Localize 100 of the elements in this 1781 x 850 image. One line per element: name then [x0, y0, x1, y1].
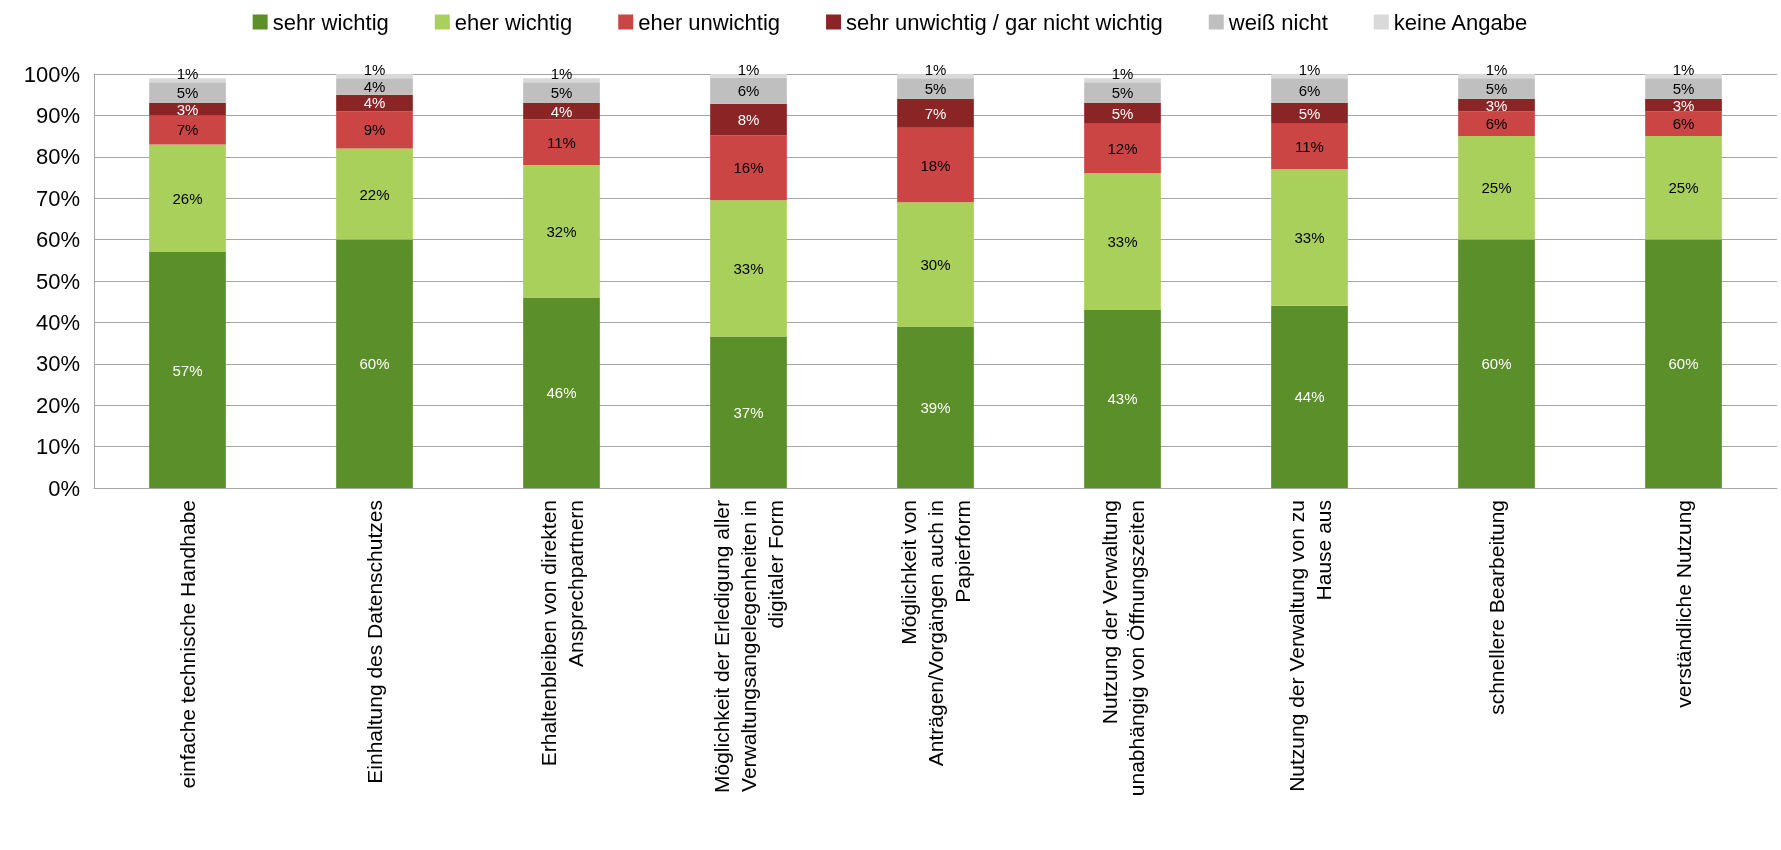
legend-label: keine Angabe — [1393, 9, 1528, 35]
data-label: 1% — [550, 65, 573, 83]
data-label: 1% — [737, 61, 760, 78]
bar — [710, 336, 787, 488]
data-label: 25% — [1481, 179, 1512, 197]
data-label: 60% — [1668, 355, 1699, 373]
data-label: 18% — [920, 156, 951, 174]
bar — [523, 165, 600, 298]
bar — [1271, 102, 1348, 124]
data-label: 22% — [359, 185, 390, 203]
bar — [710, 77, 787, 104]
data-label: 30% — [920, 255, 951, 273]
bar — [1084, 78, 1161, 83]
bar — [710, 103, 787, 136]
data-label: 46% — [546, 384, 577, 402]
y-tick-label: 80% — [35, 144, 80, 170]
data-label: 12% — [1107, 140, 1138, 158]
data-label: 5% — [924, 79, 947, 97]
data-label: 25% — [1668, 179, 1699, 197]
bar — [1458, 74, 1535, 79]
data-label: 6% — [1672, 115, 1695, 133]
data-label: 26% — [172, 189, 203, 207]
bar — [1271, 305, 1348, 488]
y-tick-label: 70% — [35, 185, 80, 211]
y-tick-label: 50% — [35, 268, 80, 294]
bar — [897, 127, 974, 203]
data-label: 11% — [1295, 137, 1324, 155]
data-label: 8% — [737, 111, 760, 129]
data-label: 60% — [1481, 355, 1512, 373]
bar — [149, 78, 226, 83]
bar — [1458, 78, 1535, 99]
y-tick-label: 100% — [23, 61, 80, 87]
data-label: 6% — [1485, 115, 1508, 133]
data-label: 32% — [546, 222, 577, 240]
data-label: 4% — [363, 77, 386, 95]
bar — [1271, 74, 1348, 79]
bar — [710, 200, 787, 337]
bar — [336, 74, 413, 79]
bar — [1271, 169, 1348, 306]
data-label: 1% — [1298, 61, 1321, 78]
data-label: 5% — [1485, 79, 1508, 97]
bar — [523, 102, 600, 120]
bar — [1084, 173, 1161, 310]
data-label: 1% — [1672, 61, 1695, 78]
legend-label: weiß nicht — [1227, 9, 1328, 35]
bar — [149, 115, 226, 145]
bar — [1645, 111, 1722, 137]
data-label: 7% — [176, 121, 199, 139]
data-label: 39% — [920, 398, 951, 416]
bar — [523, 82, 600, 103]
bar — [1645, 74, 1722, 79]
x-tick-label: Erhaltenbleiben von direkten Ansprechpartnern — [536, 500, 587, 767]
bar — [149, 144, 226, 253]
legend-label: eher unwichtig — [638, 9, 781, 35]
data-label: 57% — [172, 361, 203, 379]
data-label: 5% — [1672, 79, 1695, 97]
bar — [523, 119, 600, 166]
y-tick-label: 0% — [48, 475, 80, 501]
bar — [1084, 309, 1161, 488]
bar — [710, 74, 787, 78]
y-tick-label: 10% — [35, 434, 80, 460]
bar — [897, 202, 974, 327]
data-label: 3% — [1485, 96, 1508, 114]
data-label: 33% — [733, 259, 764, 277]
data-label: 44% — [1294, 388, 1325, 406]
data-label: 3% — [1672, 96, 1695, 114]
bar — [523, 78, 600, 83]
x-tick-label: verständliche Nutzung — [1672, 500, 1695, 708]
data-label: 1% — [363, 61, 386, 78]
bar — [523, 297, 600, 488]
bar — [1084, 102, 1161, 124]
data-label: 43% — [1107, 390, 1138, 408]
x-tick-label: Möglichkeit von Anträgen/Vorgängen auch in Papierform — [897, 500, 974, 767]
data-label: 16% — [733, 159, 764, 177]
data-label: 9% — [363, 121, 386, 139]
data-label: 4% — [550, 102, 573, 120]
data-label: 1% — [1111, 65, 1134, 83]
data-label: 11% — [547, 133, 576, 151]
bar — [1645, 136, 1722, 240]
x-tick-label: Nutzung der Verwaltung von zu Hause aus — [1284, 500, 1335, 792]
data-label: 6% — [1298, 82, 1321, 100]
bar — [1458, 239, 1535, 488]
data-label: 5% — [176, 84, 199, 102]
x-tick-label: schnellere Bearbeitung — [1485, 500, 1508, 715]
data-label: 7% — [924, 104, 947, 122]
x-tick-label: einfache technische Handhabe — [176, 500, 199, 789]
bar — [710, 135, 787, 201]
bar — [336, 239, 413, 488]
data-label: 5% — [550, 84, 573, 102]
y-tick-label: 60% — [35, 227, 80, 253]
bar — [149, 82, 226, 103]
data-label: 6% — [737, 82, 760, 100]
legend-label: eher wichtig — [454, 9, 573, 35]
data-label: 5% — [1298, 104, 1321, 122]
bar — [1458, 136, 1535, 240]
legend-label: sehr unwichtig / gar nicht wichtig — [846, 9, 1163, 35]
data-label: 3% — [176, 100, 199, 118]
data-label: 1% — [1485, 61, 1508, 78]
legend-label: sehr wichtig — [272, 9, 389, 35]
bar — [1271, 123, 1348, 170]
